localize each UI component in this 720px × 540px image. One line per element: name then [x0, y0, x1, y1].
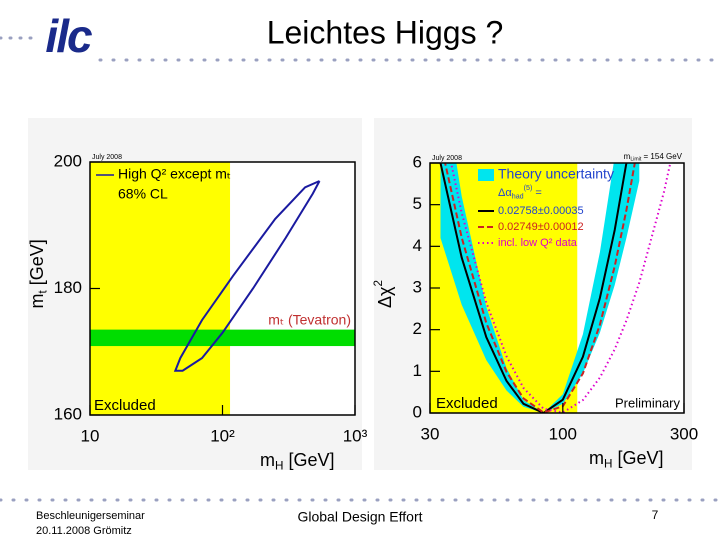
x-axis-label-sub: H [604, 457, 612, 470]
uncertainty-band [440, 163, 640, 413]
x-axis-label: mH [GeV] [589, 448, 663, 471]
legend-title-sub: had [512, 192, 524, 200]
y-axis-label-sup: 2 [372, 280, 385, 287]
limit-label-symbol: m [624, 152, 631, 161]
y-tick-label: 4 [413, 236, 422, 255]
legend-label: High Q² except mₜ [118, 166, 231, 182]
series-line [444, 163, 636, 413]
limit-label-sub: Limit [630, 157, 642, 163]
annotation: Excluded [436, 395, 498, 412]
slide-title: Leichtes Higgs ? [267, 14, 504, 50]
y-tick-label: 6 [413, 152, 422, 171]
annotation: July 2008 [92, 154, 122, 161]
x-axis-label-symbol: m [589, 448, 604, 468]
y-axis-label-rest: [GeV] [27, 239, 47, 290]
x-axis-label-rest: [GeV] [612, 448, 663, 468]
x-axis-label-symbol: m [260, 450, 275, 470]
x-tick-label: 10³ [343, 426, 368, 445]
legend-title-rest: = [532, 187, 541, 199]
legend-label: 0.02758±0.00035 [498, 205, 584, 217]
x-axis-label-rest: [GeV] [283, 450, 334, 470]
footer-event: Beschleunigerseminar [36, 510, 145, 522]
x-axis-label-sub: H [275, 459, 283, 472]
legend-title: Δαhad(5) = [498, 184, 542, 200]
limit-label-rest: = 154 GeV [641, 152, 682, 161]
x-tick-label: 30 [421, 424, 440, 443]
x-axis-label: mH [GeV] [260, 450, 334, 473]
legend-label: Theory uncertainty [498, 166, 614, 182]
page-number: 7 [652, 508, 659, 522]
series-line [173, 180, 321, 372]
y-axis-label-symbol: Δχ [375, 286, 395, 308]
legend-swatch [478, 169, 494, 181]
limit-label: mLimit = 154 GeV [624, 152, 683, 163]
horizontal-band [90, 329, 355, 347]
y-tick-label: 0 [413, 402, 422, 421]
band-label: mₜ (Tevatron) [268, 311, 351, 327]
annotation: 68% CL [118, 186, 168, 202]
y-axis-label: mt [GeV] [27, 239, 50, 308]
series-line [439, 163, 628, 413]
y-tick-label: 180 [54, 278, 82, 297]
plot-content [439, 163, 672, 413]
logo: ilc [45, 10, 92, 62]
y-tick-label: 5 [413, 194, 422, 213]
x-tick-label: 10² [210, 426, 235, 445]
footer-center: Global Design Effort [297, 509, 422, 525]
y-tick-label: 160 [54, 404, 82, 423]
x-tick-label: 100 [549, 424, 577, 443]
y-tick-label: 2 [413, 319, 422, 338]
y-axis-label-symbol: m [27, 294, 47, 309]
x-tick-label: 300 [670, 424, 698, 443]
annotation: Preliminary [615, 395, 681, 410]
legend-title-sup: (5) [524, 184, 533, 192]
excluded-region [90, 162, 231, 415]
y-tick-label: 1 [413, 361, 422, 380]
annotation: July 2008 [432, 155, 462, 162]
x-tick-label: 10 [81, 426, 100, 445]
annotation: Excluded [94, 397, 156, 414]
y-axis-label-sub: t [36, 290, 49, 294]
plot-content [90, 180, 355, 372]
legend-title-symbol: Δα [498, 187, 512, 199]
legend-label: 0.02749±0.00012 [498, 221, 584, 233]
footer-date: 20.11.2008 Grömitz [36, 525, 132, 537]
y-axis-label: Δχ2 [372, 280, 395, 308]
y-tick-label: 200 [54, 151, 82, 170]
y-tick-label: 3 [413, 277, 422, 296]
legend-label: incl. low Q² data [498, 237, 578, 249]
